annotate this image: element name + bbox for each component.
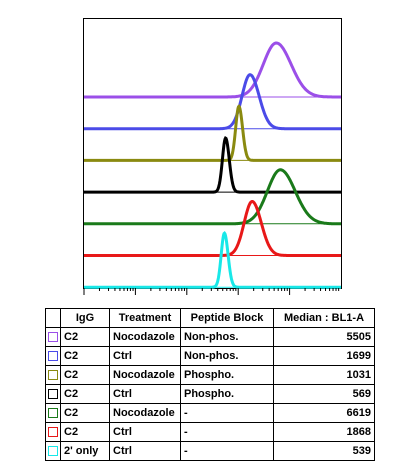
color-swatch-icon	[48, 446, 58, 457]
header-igg: IgG	[60, 308, 110, 328]
cell-peptide: Phospho.	[180, 384, 274, 404]
table-header-row: IgG Treatment Peptide Block Median : BL1…	[45, 308, 375, 328]
color-swatch-icon	[48, 389, 58, 400]
cell-igg: C2	[60, 346, 110, 366]
cell-peptide: Non-phos.	[180, 327, 274, 347]
histogram-curve	[84, 41, 341, 99]
table-row: C2 Nocodazole -6619	[45, 403, 375, 423]
row-swatch	[45, 327, 61, 347]
table-row: 2' only Ctrl -539	[45, 441, 375, 461]
cell-median: 5505	[273, 327, 375, 347]
header-treatment: Treatment	[109, 308, 181, 328]
cell-igg: C2	[60, 327, 110, 347]
cell-peptide: -	[180, 441, 274, 461]
cell-median: 1868	[273, 422, 375, 442]
histogram-plot	[83, 18, 342, 295]
row-swatch	[45, 384, 61, 404]
cell-treatment: Ctrl	[109, 422, 181, 442]
table-row: C2 Nocodazole Non-phos. 5505	[45, 327, 375, 347]
cell-peptide: -	[180, 403, 274, 423]
cell-median: 6619	[273, 403, 375, 423]
cell-igg: C2	[60, 422, 110, 442]
cell-median: 569	[273, 384, 375, 404]
cell-treatment: Nocodazole	[109, 403, 181, 423]
x-axis-ticks	[83, 288, 340, 295]
cell-peptide: Phospho.	[180, 365, 274, 385]
table-row: C2 Ctrl Non-phos. 1699	[45, 346, 375, 366]
header-swatch	[45, 308, 61, 328]
cell-median: 1031	[273, 365, 375, 385]
histogram-curves	[84, 41, 341, 289]
cell-peptide: -	[180, 422, 274, 442]
histogram-curve	[84, 168, 341, 226]
histogram-curve	[84, 73, 341, 131]
legend-table: IgG Treatment Peptide Block Median : BL1…	[45, 308, 375, 461]
cell-peptide: Non-phos.	[180, 346, 274, 366]
row-swatch	[45, 346, 61, 366]
color-swatch-icon	[48, 370, 58, 381]
color-swatch-icon	[48, 427, 58, 438]
row-swatch	[45, 441, 61, 461]
cell-igg: C2	[60, 365, 110, 385]
table-row: C2 Ctrl -1868	[45, 422, 375, 442]
plot-frame	[83, 18, 342, 289]
color-swatch-icon	[48, 332, 58, 343]
table-row: C2 Nocodazole Phospho. 1031	[45, 365, 375, 385]
cell-treatment: Nocodazole	[109, 327, 181, 347]
cell-igg: C2	[60, 403, 110, 423]
cell-igg: 2' only	[60, 441, 110, 461]
color-swatch-icon	[48, 408, 58, 419]
histogram-curve	[84, 104, 341, 162]
row-swatch	[45, 422, 61, 442]
cell-median: 1699	[273, 346, 375, 366]
table-body: C2 Nocodazole Non-phos. 5505 C2 Ctrl Non-phos.…	[45, 327, 375, 461]
header-peptide-block: Peptide Block	[180, 308, 274, 328]
cell-treatment: Nocodazole	[109, 365, 181, 385]
table-row: C2 Ctrl Phospho. 569	[45, 384, 375, 404]
histogram-curve	[84, 135, 341, 194]
cell-igg: C2	[60, 384, 110, 404]
cell-treatment: Ctrl	[109, 441, 181, 461]
histogram-curve	[84, 231, 341, 289]
row-swatch	[45, 403, 61, 423]
cell-treatment: Ctrl	[109, 384, 181, 404]
cell-treatment: Ctrl	[109, 346, 181, 366]
header-median: Median : BL1-A	[273, 308, 375, 328]
color-swatch-icon	[48, 351, 58, 362]
cell-median: 539	[273, 441, 375, 461]
row-swatch	[45, 365, 61, 385]
histogram-curve	[84, 200, 341, 257]
